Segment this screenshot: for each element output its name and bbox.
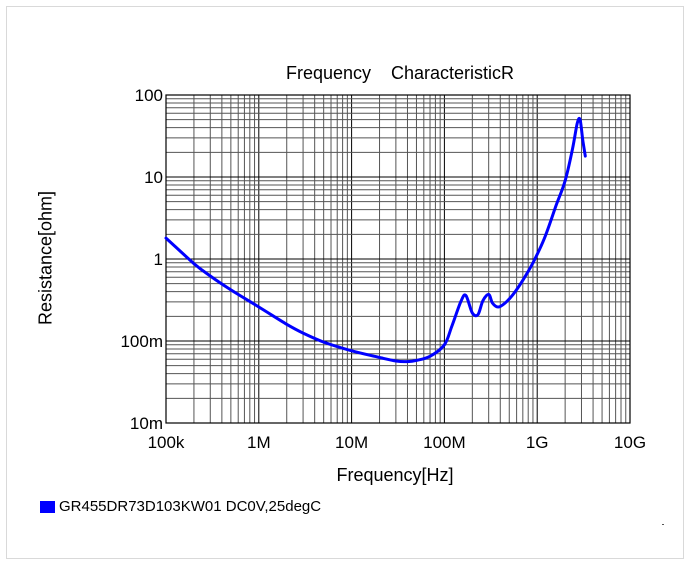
x-tick-label: 100M [423, 433, 466, 452]
legend-label: GR455DR73D103KW01 DC0V,25degC [59, 498, 322, 515]
legend-swatch [40, 500, 55, 513]
x-tick-label: 10G [614, 433, 646, 452]
x-tick-label: 1G [526, 433, 549, 452]
y-tick-label: 10m [130, 414, 163, 433]
corner-mark [662, 524, 664, 525]
series-line-resistance [164, 116, 587, 364]
y-tick-label: 10 [144, 168, 163, 187]
y-tick-label: 1 [154, 250, 163, 269]
legend: GR455DR73D103KW01 DC0V,25degC [40, 498, 321, 515]
chart-title: Frequency CharacteristicR [285, 63, 515, 83]
y-tick-label: 100 [135, 86, 163, 105]
chart-frame [6, 6, 684, 559]
x-tick-label: 100k [148, 433, 185, 452]
x-axis-label: Frequency[Hz] [336, 465, 454, 485]
x-tick-label: 1M [247, 433, 271, 452]
plot-border [165, 94, 631, 424]
x-tick-label: 10M [335, 433, 368, 452]
y-tick-label: 100m [120, 332, 163, 351]
